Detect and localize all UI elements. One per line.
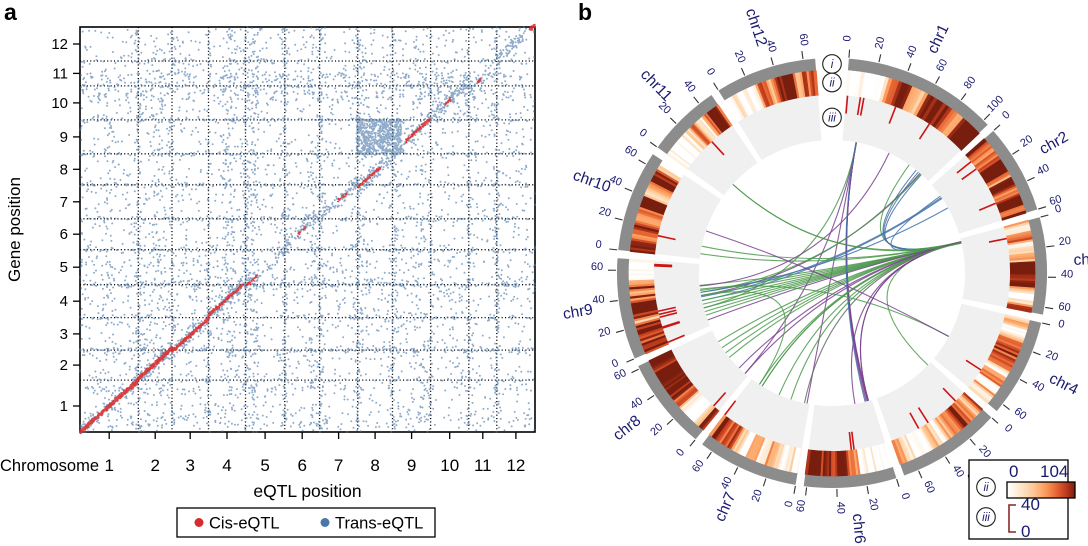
svg-text:chr11: chr11 [637,66,675,105]
svg-text:12: 12 [51,36,68,53]
svg-text:60: 60 [1012,405,1029,422]
svg-text:20: 20 [976,443,993,460]
svg-text:60: 60 [622,143,639,160]
svg-text:chr1: chr1 [924,22,952,57]
svg-text:1: 1 [104,456,113,475]
svg-text:60: 60 [795,499,808,513]
svg-text:9: 9 [60,129,68,146]
svg-text:2: 2 [150,456,159,475]
svg-text:iii: iii [982,512,990,524]
svg-text:chr3: chr3 [1073,251,1088,269]
svg-text:a: a [4,0,17,25]
svg-text:40: 40 [628,395,645,412]
svg-text:5: 5 [260,456,269,475]
svg-text:20: 20 [866,497,880,511]
svg-text:0: 0 [1002,422,1015,435]
svg-text:6: 6 [297,456,306,475]
svg-text:20: 20 [1018,133,1035,150]
svg-text:20: 20 [873,36,887,51]
svg-text:60: 60 [797,33,811,47]
svg-text:20: 20 [732,49,748,65]
svg-text:Chromosome: Chromosome [0,457,99,475]
svg-text:60: 60 [690,458,707,475]
svg-text:4: 4 [222,456,231,475]
svg-text:20: 20 [648,421,665,438]
svg-text:3: 3 [60,326,68,343]
svg-text:60: 60 [1057,301,1071,315]
svg-text:0: 0 [899,492,912,501]
svg-text:60: 60 [934,57,950,74]
svg-text:104: 104 [1040,462,1068,481]
svg-text:chr4: chr4 [1046,370,1081,399]
svg-text:chr10: chr10 [571,167,614,196]
svg-text:40: 40 [834,502,846,515]
svg-text:11: 11 [474,456,492,475]
svg-text:12: 12 [506,456,525,475]
svg-text:40: 40 [592,293,606,306]
svg-text:5: 5 [60,259,68,276]
svg-text:0: 0 [1057,318,1066,331]
svg-text:20: 20 [598,205,613,220]
svg-text:Gene position: Gene position [5,177,24,282]
svg-text:40: 40 [1035,162,1051,178]
svg-text:0: 0 [704,66,717,78]
svg-text:60: 60 [921,479,937,495]
svg-text:3: 3 [185,456,194,475]
svg-text:40: 40 [719,475,735,491]
svg-text:8: 8 [60,161,68,178]
svg-text:Trans-eQTL: Trans-eQTL [335,515,423,533]
svg-text:60: 60 [591,261,603,273]
svg-text:40: 40 [904,44,920,60]
svg-text:9: 9 [407,456,416,475]
svg-text:0: 0 [1021,522,1030,541]
svg-text:40: 40 [681,78,698,95]
svg-text:11: 11 [52,65,68,82]
svg-text:20: 20 [1058,235,1072,248]
svg-text:20: 20 [750,488,765,503]
svg-text:40: 40 [1021,495,1040,514]
svg-text:0: 0 [783,500,796,508]
svg-text:chr8: chr8 [610,412,644,444]
svg-text:chr2: chr2 [1037,129,1072,159]
svg-text:b: b [578,0,592,25]
svg-text:chr12: chr12 [742,6,770,48]
svg-text:eQTL position: eQTL position [253,481,361,501]
svg-text:4: 4 [60,293,68,310]
svg-text:i: i [831,59,834,71]
svg-text:ii: ii [829,78,835,90]
svg-text:6: 6 [60,226,68,243]
svg-text:0: 0 [595,239,602,252]
svg-text:ii: ii [983,482,989,494]
svg-text:10: 10 [440,456,459,475]
svg-text:0: 0 [610,357,620,370]
svg-text:20: 20 [1044,348,1060,364]
svg-text:0: 0 [841,35,853,42]
svg-text:chr9: chr9 [562,301,595,323]
svg-text:2: 2 [60,357,68,374]
svg-text:Cis-eQTL: Cis-eQTL [209,515,280,533]
svg-text:0: 0 [637,127,649,140]
svg-text:40: 40 [1061,268,1073,280]
svg-text:1: 1 [60,398,68,415]
svg-text:chr7: chr7 [712,490,740,524]
svg-text:0: 0 [674,447,687,459]
svg-text:10: 10 [51,95,68,112]
svg-text:20: 20 [597,325,612,340]
svg-text:0: 0 [1009,462,1018,481]
svg-text:8: 8 [370,456,379,475]
svg-text:80: 80 [962,74,979,91]
svg-text:7: 7 [334,456,343,475]
svg-text:iii: iii [828,113,836,125]
svg-text:7: 7 [60,194,68,211]
svg-text:chr6: chr6 [849,513,869,544]
svg-text:40: 40 [1030,378,1047,394]
svg-text:0: 0 [1000,109,1013,122]
